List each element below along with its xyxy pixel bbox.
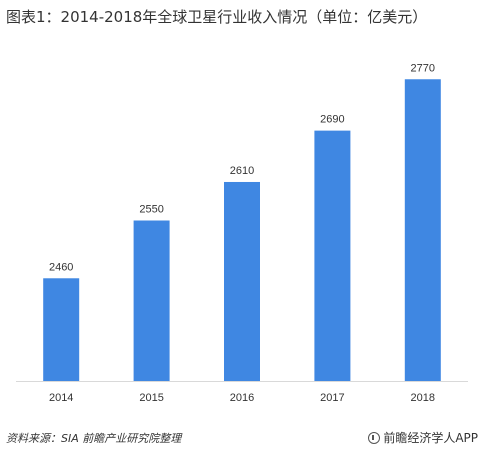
x-tick-label-group: 2014 2015 2016 2017 2018 (49, 392, 435, 404)
x-tick-label-2017: 2017 (320, 392, 344, 404)
x-tick-label-2016: 2016 (230, 392, 254, 404)
brand-footer: 前瞻经济学人APP (368, 429, 478, 446)
data-label-2018: 2770 (411, 62, 435, 74)
bar-2015 (133, 220, 170, 381)
bar-2016 (224, 181, 260, 381)
data-label-2017: 2690 (320, 114, 344, 126)
data-label-2014: 2460 (49, 261, 73, 273)
data-label-2015: 2550 (139, 204, 163, 216)
bar-group (43, 79, 441, 381)
bar-2017 (314, 130, 351, 381)
qianzhan-logo-icon (368, 431, 381, 444)
data-label-group: 2460 2550 2610 2690 2770 (49, 62, 435, 273)
chart-title: 图表1：2014-2018年全球卫星行业收入情况（单位：亿美元） (6, 8, 428, 26)
x-tick-label-2015: 2015 (139, 392, 163, 404)
brand-name: 前瞻经济学人APP (383, 431, 478, 445)
bar-2014 (43, 278, 80, 381)
x-tick-label-2018: 2018 (411, 392, 435, 404)
bar-2018 (404, 79, 441, 381)
data-label-2016: 2610 (230, 165, 254, 177)
source-note: 资料来源：SIA 前瞻产业研究院整理 (6, 432, 182, 445)
x-tick-label-2014: 2014 (49, 392, 73, 404)
